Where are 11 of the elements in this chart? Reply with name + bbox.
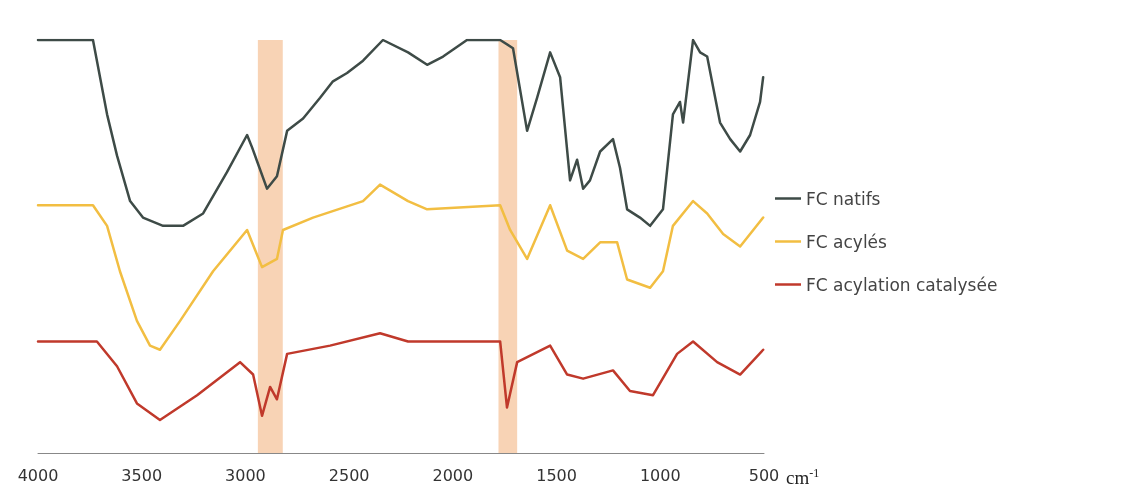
x-tick-label: 3000 [225, 465, 266, 485]
x-tick-label: 4000 [17, 465, 59, 485]
x-tick-label: 2000 [432, 465, 474, 485]
x-tick-label: 2500 [328, 465, 370, 485]
x-tick-label: 3500 [121, 465, 163, 485]
legend-label: FC natifs [806, 188, 881, 209]
x-tick-label: 1000 [639, 465, 681, 485]
x-tick-label: 1500 [536, 465, 577, 485]
legend-label: FC acylés [806, 231, 888, 252]
x-tick-label: 500 [748, 465, 780, 485]
legend-label: FC acylation catalysée [806, 274, 998, 295]
